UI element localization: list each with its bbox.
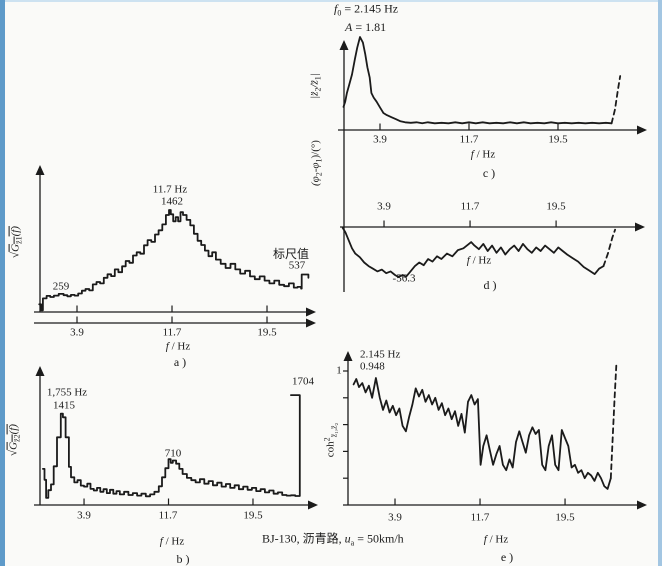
panel-a-annotation-scale-name: 标尺值 (272, 247, 310, 261)
sqrt-symbol: √ (7, 449, 20, 456)
panel-b-xtick-19.5: 19.5 (243, 509, 263, 522)
panel-e-annotation-value: 0.948 (360, 360, 385, 373)
panel-c-caption: c ) (482, 166, 496, 180)
panel-a-xlabel: f / Hz (165, 340, 191, 353)
panel-c-ylabel: |z̈2/z̈1| (308, 73, 323, 99)
panel-b-ylabel: √Gz̈2(f) (7, 424, 22, 456)
panel-b-annotation-peak-value: 1415 (53, 399, 75, 412)
panel-e-ylabel: coh2z̈₁,z̈₂ (322, 422, 339, 458)
panel-b-plot (34, 366, 318, 510)
panel-d-xtick-3.9: 3.9 (377, 200, 391, 213)
panel-a-annotation-scale-value: 537 (288, 259, 306, 272)
panel-d-xlabel: f / Hz (466, 254, 492, 267)
panel-d-plot (340, 130, 645, 292)
panel-a-plot (34, 165, 316, 328)
panel-d-dashed-tail (602, 228, 616, 267)
panel-b-curve (42, 394, 301, 499)
panel-c-xtick-3.9: 3.9 (373, 133, 387, 146)
panel-b-caption: b ) (176, 552, 190, 566)
page-border-left (0, 0, 5, 566)
panel-b-annotation-mid-peak: 710 (164, 447, 182, 460)
panel-e-plot (343, 351, 647, 510)
panel-e-xtick-3.9: 3.9 (388, 511, 402, 524)
panel-e-annotation-freq: 2.145 Hz (360, 348, 401, 361)
page-border-top (0, 0, 662, 2)
panel-e-curve (352, 377, 612, 490)
panel-c-curve (342, 36, 613, 125)
panel-c-dashed-tail (610, 75, 622, 125)
panel-e-xtick-11.7: 11.7 (470, 511, 490, 524)
panel-b-xtick-3.9: 3.9 (77, 509, 91, 522)
page-border-right (658, 0, 662, 566)
panel-a-caption: a ) (173, 355, 187, 369)
panel-d-annotation-min: -56.3 (392, 272, 416, 285)
panel-e-caption: e ) (500, 550, 514, 564)
panel-d-ylabel: (φ2-φ1)/(°) (309, 140, 324, 186)
panel-a-xtick-19.5: 19.5 (257, 326, 277, 339)
panel-d-xtick-11.7: 11.7 (460, 200, 480, 213)
panel-d-xtick-19.5: 19.5 (546, 200, 566, 213)
panel-c-annotation-f0: f0 = 2.145 Hz (334, 1, 399, 18)
panel-b-xlabel: f / Hz (159, 535, 185, 548)
panel-c-annotation-amplitude: A = 1.81 (345, 20, 387, 34)
panel-c-xtick-19.5: 19.5 (548, 133, 568, 146)
panel-e-xlabel: f / Hz (483, 533, 509, 546)
panel-d-curve (341, 227, 605, 278)
panel-c-plot (338, 36, 647, 135)
panel-a-xtick-11.7: 11.7 (162, 326, 182, 339)
panel-c-xtick-11.7: 11.7 (459, 133, 479, 146)
figure-caption: BJ-130, 沥青路, ua = 50km/h (262, 531, 404, 548)
panel-a-xtick-3.9: 3.9 (70, 326, 84, 339)
panel-d-caption: d ) (483, 278, 497, 292)
panel-a-curve (38, 209, 310, 312)
panel-e-ytick-1: 1 (336, 364, 342, 377)
panel-b-annotation-peak-freq: 1,755 Hz (46, 386, 88, 399)
panel-e-xtick-19.5: 19.5 (555, 511, 575, 524)
panel-c-xlabel: f / Hz (470, 148, 496, 161)
panel-a-annotation-left-peak: 259 (52, 280, 70, 293)
sqrt-symbol: √ (9, 251, 22, 258)
panel-b-xtick-11.7: 11.7 (158, 509, 178, 522)
panel-a-annotation-peak-value: 1462 (161, 195, 183, 208)
panel-e-dashed-tail (609, 364, 618, 480)
panel-a-ylabel: √Gz̈1(f) (9, 226, 24, 258)
panel-a-annotation-peak-freq: 11.7 Hz (152, 183, 188, 196)
panel-b-annotation-end-value: 1704 (292, 375, 314, 388)
